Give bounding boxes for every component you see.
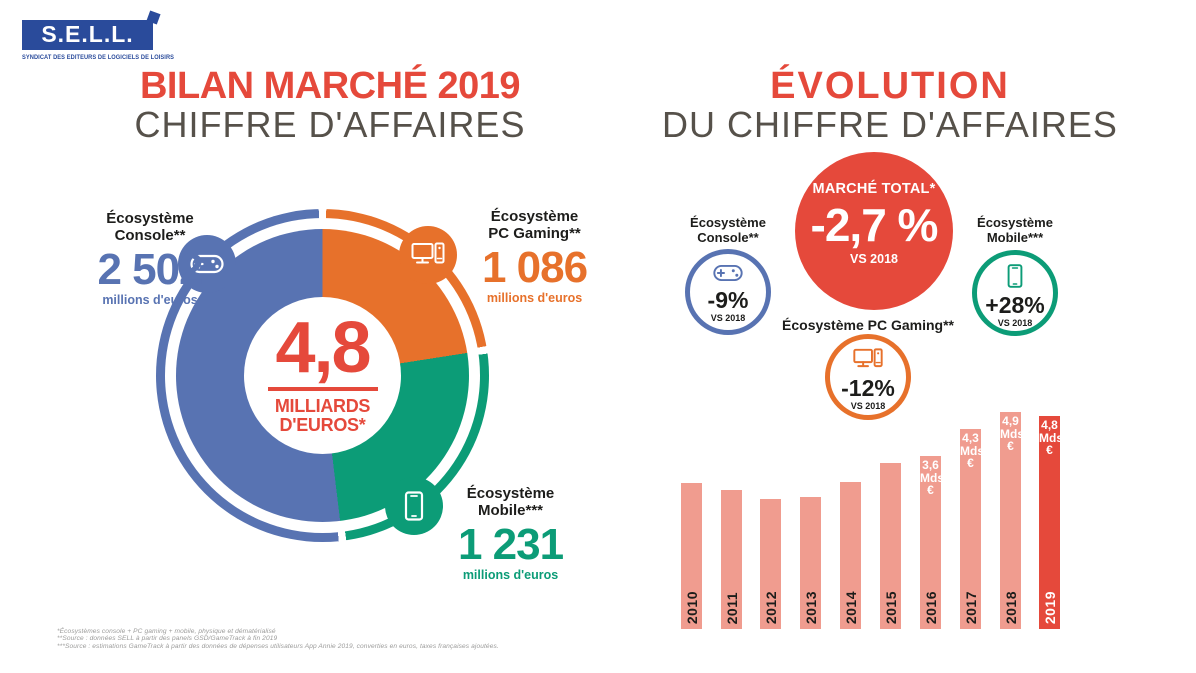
gamepad-icon [713,263,743,288]
evolution-console-label-line2: Console** [697,229,759,245]
bar-year-label-2018: 2018 [1002,590,1019,624]
pc-badge [399,226,457,284]
bar-year-label-2014: 2014 [842,590,859,624]
bar-year-label-2010: 2010 [683,590,700,624]
right-panel-title: ÉVOLUTION DU CHIFFRE D'AFFAIRES [655,67,1125,143]
mobile-change-value: +28% [985,292,1045,318]
evolution-console-label-line1: Écosystème [690,215,766,230]
smartphone-icon [1007,264,1023,293]
console-change-value: -9% [707,287,749,313]
market-total-label: MARCHÉ TOTAL* [812,181,936,197]
evolution-mobile-label: Écosystème Mobile*** [951,215,1079,246]
pc-revenue-value: 1 086 [481,242,588,292]
logo-wordmark: S.E.L.L. [22,20,153,50]
pc-revenue-unit: millions d'euros [486,290,583,305]
bar-2010: 2010 [681,483,702,629]
mobile-revenue-unit: millions d'euros [462,567,559,582]
bar-2011: 2011 [721,490,742,629]
bar-year-label-2015: 2015 [882,590,899,624]
pc-change-vs: VS 2018 [850,401,886,411]
revenue-donut-chart: 4,8 MILLIARDS D'EUROS* [156,209,489,542]
mobile-segment-label: Écosystème Mobile*** 1 231 millions d'eu… [428,485,593,582]
bar-year-label-2017: 2017 [962,590,979,624]
pc-label-line2: PC Gaming** [488,224,581,242]
bar-year-label-2016: 2016 [922,590,939,624]
console-segment-label: Écosystème Console** 2 502 millions d'eu… [70,210,230,307]
console-revenue-value: 2 502 [97,244,203,294]
evolution-console-label: Écosystème Console** [664,215,792,246]
market-total-vs: VS 2018 [850,252,898,266]
desktop-pc-icon [853,348,883,376]
console-revenue-unit: millions d'euros [102,292,198,307]
bar-2012: 2012 [760,499,781,629]
console-badge [178,235,236,293]
bar-2015: 2015 [880,463,901,629]
pc-label-line1: Écosystème [490,208,579,225]
bar-2013: 2013 [800,497,821,629]
mobile-label-line1: Écosystème [466,485,555,502]
bilan-title-line2: CHIFFRE D'AFFAIRES [134,104,526,145]
logo-tagline: SYNDICAT DES EDITEURS DE LOGICIELS DE LO… [22,54,175,61]
pc-segment-label: Écosystème PC Gaming** 1 086 millions d'… [452,208,617,305]
bar-value-label-2018: 4,9 Mds € [1000,414,1024,454]
evolution-pc-label: Écosystème PC Gaming** [782,317,954,333]
evolution-title-line1: ÉVOLUTION [770,65,1010,107]
mobile-change-vs: VS 2018 [997,318,1033,328]
bar-2018: 4,9 Mds € 2018 [1000,412,1024,629]
footnotes: *Écosystèmes console + PC gaming + mobil… [57,628,499,650]
bar-year-label-2019: 2019 [1041,590,1058,624]
console-change-vs: VS 2018 [710,313,746,323]
pc-change-circle: -12% VS 2018 [825,334,911,420]
left-panel-title: BILAN MARCHÉ 2019 CHIFFRE D'AFFAIRES [95,67,565,143]
footnote-1: *Écosystèmes console + PC gaming + mobil… [57,628,276,635]
smartphone-icon [404,491,424,521]
bar-2017: 4,3 Mds € 2017 [960,429,984,629]
mobile-revenue-value: 1 231 [457,519,564,569]
gamepad-icon [190,253,224,275]
bar-year-label-2011: 2011 [723,591,740,624]
bar-year-label-2012: 2012 [762,590,779,624]
bar-2016: 3,6 Mds € 2016 [920,456,944,629]
total-revenue-unit-line1: MILLIARDS [274,395,371,416]
console-label-line1: Écosystème [106,210,194,227]
desktop-pc-icon [411,242,445,268]
market-total-circle: MARCHÉ TOTAL* -2,7 % VS 2018 [795,152,953,310]
bar-2019: 4,8 Mds € 2019 [1039,416,1063,629]
footnote-3: ***Source : estimations GameTrack à part… [57,642,499,650]
total-revenue-unit-line2: D'EUROS* [279,415,366,436]
center-underline [267,386,378,391]
bar-year-label-2013: 2013 [802,590,819,624]
evolution-mobile-label-line1: Écosystème [977,215,1053,230]
mobile-label-line2: Mobile*** [477,501,543,519]
pc-change-value: -12% [841,375,895,401]
bilan-title-line1: BILAN MARCHÉ 2019 [139,65,521,107]
evolution-mobile-label-line2: Mobile*** [986,229,1044,245]
console-label-line2: Console** [114,226,186,244]
total-revenue-value: 4,8 [275,308,371,389]
bar-value-label-2019: 4,8 Mds € [1039,418,1063,458]
evolution-title-line2: DU CHIFFRE D'AFFAIRES [662,104,1118,145]
bar-value-label-2016: 3,6 Mds € [920,458,944,498]
bar-value-label-2017: 4,3 Mds € [960,431,984,471]
donut-center: 4,8 MILLIARDS D'EUROS* [244,297,401,454]
footnote-2: **Source : données SELL à partir des pan… [57,635,278,643]
bar-2014: 2014 [840,482,861,629]
console-change-circle: -9% VS 2018 [685,249,771,335]
revenue-evolution-bar-chart: 2010 2011 2012 2013 2014 2015 3,6 Mds € 2016 4,3… [670,394,1095,629]
mobile-badge [385,477,443,535]
market-total-change: -2,7 % [810,199,939,251]
mobile-change-circle: +28% VS 2018 [972,250,1058,336]
